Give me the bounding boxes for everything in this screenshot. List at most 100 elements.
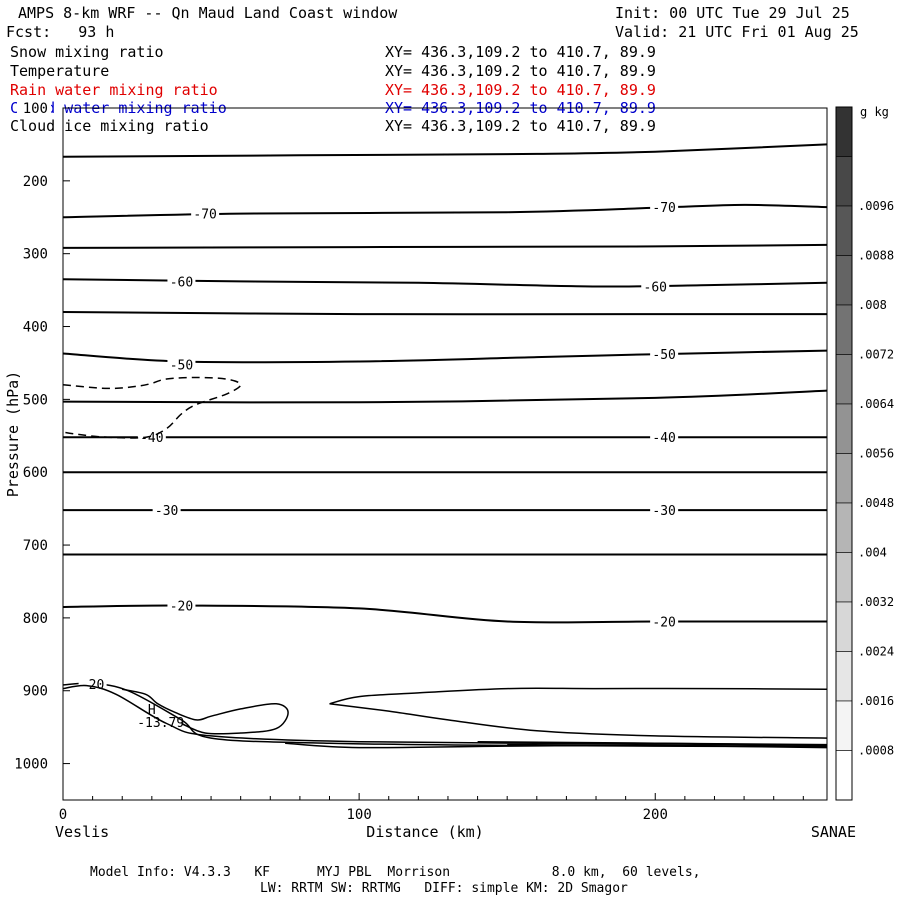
isotherm-label-bg bbox=[650, 614, 679, 629]
colorbar-segment bbox=[835, 651, 853, 702]
field-xy-cloud-ice: XY= 436.3,109.2 to 410.7, 89.9 bbox=[385, 117, 656, 135]
init-time: Init: 00 UTC Tue 29 Jul 25 bbox=[615, 4, 850, 22]
y-axis-label: Pressure (hPa) bbox=[4, 371, 22, 497]
isotherm-line bbox=[62, 311, 827, 316]
isotherm-label-bg bbox=[152, 503, 181, 518]
y-tick-bg bbox=[17, 391, 51, 408]
x-axis-label: Distance (km) bbox=[366, 823, 483, 841]
y-tick-bg bbox=[17, 682, 51, 699]
y-tick-label: 700 bbox=[23, 538, 48, 554]
colorbar-segment bbox=[835, 552, 853, 603]
y-tick-bg bbox=[17, 100, 51, 116]
isotherm-label-bg bbox=[167, 274, 196, 289]
isotherm-line bbox=[62, 278, 828, 288]
isotherm-label: -60 bbox=[170, 275, 193, 290]
colorbar-tick-label: .0032 bbox=[858, 595, 894, 609]
isotherm-label-bg bbox=[167, 357, 196, 372]
x-tick-label: 100 bbox=[346, 807, 371, 823]
isotherm-label-bg bbox=[650, 200, 679, 215]
colorbar-tick-label: .0056 bbox=[858, 447, 894, 461]
field-name-rain: Rain water mixing ratio bbox=[10, 81, 218, 99]
colorbar-tick-label: .0024 bbox=[858, 645, 894, 659]
model-info-line1: Model Info: V4.3.3 KF MYJ PBL Morrison 8… bbox=[90, 865, 701, 880]
field-name-cloud-ice: Cloud ice mixing ratio bbox=[10, 117, 209, 135]
y-tick-bg bbox=[17, 609, 51, 626]
y-tick-label: 500 bbox=[23, 392, 48, 408]
isotherm-line bbox=[62, 143, 828, 158]
isotherm-label: -20 bbox=[652, 616, 675, 631]
contour-line bbox=[329, 703, 828, 739]
isotherm-label-bg bbox=[167, 598, 196, 613]
colorbar-segment bbox=[835, 453, 853, 504]
isotherm-line bbox=[62, 203, 828, 219]
colorbar-tick-label: .0016 bbox=[858, 694, 894, 708]
y-tick-label: 900 bbox=[23, 684, 48, 700]
valid-time: Valid: 21 UTC Fri 01 Aug 25 bbox=[615, 23, 859, 41]
colorbar-segment bbox=[835, 750, 853, 801]
colorbar-tick-label: .0048 bbox=[858, 496, 894, 510]
isotherm-label: -50 bbox=[652, 348, 675, 363]
colorbar-tick-label: .0064 bbox=[858, 397, 894, 411]
colorbar-tick-label: .008 bbox=[858, 298, 887, 312]
colorbar-segment bbox=[835, 403, 853, 454]
isotherm-label: -60 bbox=[644, 280, 667, 295]
annotation-label: H bbox=[148, 703, 156, 718]
x-tick-label: 200 bbox=[643, 807, 668, 823]
field-xy-temperature: XY= 436.3,109.2 to 410.7, 89.9 bbox=[385, 62, 656, 80]
isotherm-label: -50 bbox=[170, 358, 193, 373]
plot-frame bbox=[62, 107, 828, 801]
chart-title: AMPS 8-km WRF -- Qn Maud Land Coast wind… bbox=[18, 4, 398, 22]
contour-line bbox=[122, 688, 289, 735]
y-tick-bg bbox=[17, 755, 51, 772]
field-xy-rain: XY= 436.3,109.2 to 410.7, 89.9 bbox=[385, 81, 656, 99]
isotherm-label: -30 bbox=[155, 504, 178, 519]
model-info-line2: LW: RRTM SW: RRTMG DIFF: simple KM: 2D S… bbox=[260, 881, 628, 896]
isotherm-label-bg bbox=[650, 503, 679, 518]
y-tick-bg bbox=[17, 318, 51, 335]
isotherm-line bbox=[62, 243, 828, 249]
field-name-temperature: Temperature bbox=[10, 62, 110, 80]
isotherm-label: -40 bbox=[652, 431, 675, 446]
colorbar-unit: g kg bbox=[860, 105, 889, 119]
colorbar-segment bbox=[835, 156, 853, 207]
contour-line bbox=[655, 742, 828, 747]
colorbar-segment bbox=[835, 205, 853, 256]
isotherm-label-bg bbox=[650, 347, 679, 362]
colorbar-segment bbox=[835, 354, 853, 405]
isotherm-line bbox=[62, 389, 828, 404]
x-tick-label: 0 bbox=[59, 807, 67, 823]
isotherm-label: -30 bbox=[652, 504, 675, 519]
colorbar-segment bbox=[835, 601, 853, 652]
y-tick-label: 200 bbox=[23, 174, 48, 190]
colorbar-tick-label: .0072 bbox=[858, 348, 894, 362]
y-tick-bg bbox=[17, 464, 51, 481]
y-tick-label: 1000 bbox=[14, 757, 48, 773]
y-tick-label: 600 bbox=[23, 465, 48, 481]
isotherm-label: -20 bbox=[170, 600, 193, 615]
isotherm-label: -70 bbox=[652, 201, 675, 216]
y-tick-bg bbox=[17, 537, 51, 554]
dashed-contour bbox=[62, 376, 242, 439]
field-xy-snow: XY= 436.3,109.2 to 410.7, 89.9 bbox=[385, 43, 656, 61]
y-tick-label: 100 bbox=[23, 101, 48, 117]
y-tick-bg bbox=[17, 245, 51, 262]
isotherm-label-bg bbox=[191, 206, 220, 221]
colorbar-tick-label: .0096 bbox=[858, 199, 894, 213]
contour-line bbox=[507, 743, 828, 749]
colorbar-tick-label: .004 bbox=[858, 546, 887, 560]
y-tick-label: 400 bbox=[23, 320, 48, 336]
y-tick-label: 300 bbox=[23, 247, 48, 263]
x-end-label-left: Veslis bbox=[55, 823, 109, 841]
colorbar-segment bbox=[835, 502, 853, 553]
colorbar-tick-label: .0008 bbox=[858, 744, 894, 758]
forecast-hour: Fcst: 93 h bbox=[6, 23, 115, 41]
isotherm-label: -40 bbox=[140, 431, 163, 446]
annotation-label: -13.79 bbox=[137, 716, 184, 731]
colorbar-segment bbox=[835, 700, 853, 751]
colorbar-segment bbox=[835, 255, 853, 306]
contour-line bbox=[329, 687, 828, 705]
colorbar-frame bbox=[835, 106, 853, 801]
y-tick-bg bbox=[17, 172, 51, 189]
contour-label: -20 bbox=[81, 678, 104, 693]
